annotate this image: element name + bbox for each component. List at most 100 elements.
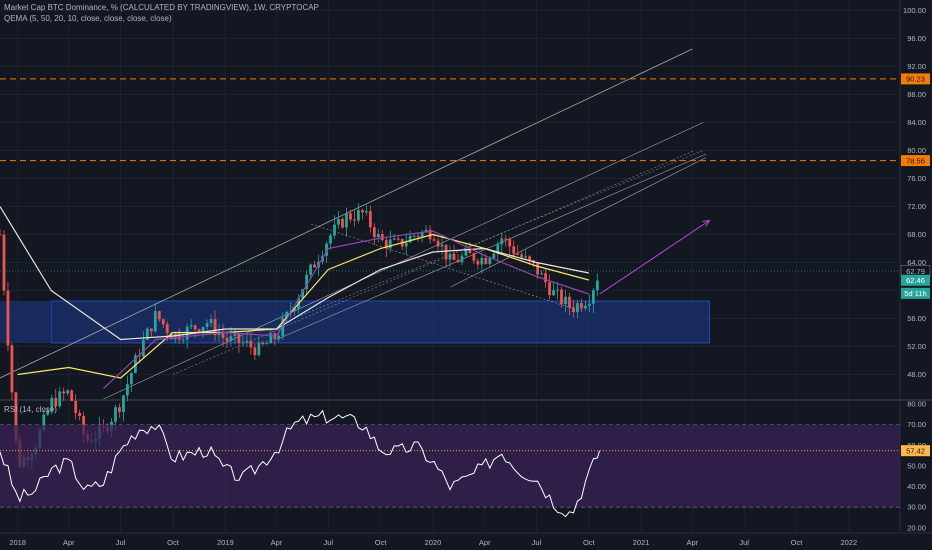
candle-body bbox=[587, 303, 591, 306]
time-tick-label: 2020 bbox=[425, 538, 442, 547]
candle-body bbox=[245, 340, 249, 343]
candle-body bbox=[2, 234, 6, 291]
candle-body bbox=[484, 257, 488, 264]
candle-body bbox=[456, 259, 460, 263]
channel-line bbox=[293, 150, 704, 319]
rsi-tick-label: 40.00 bbox=[907, 482, 926, 491]
candle-body bbox=[384, 240, 388, 249]
candle-body bbox=[572, 307, 575, 313]
candle-body bbox=[568, 296, 571, 308]
candle-body bbox=[269, 333, 273, 344]
price-tag-qema bbox=[901, 274, 930, 286]
price-tag-label: 78.56 bbox=[906, 156, 925, 165]
candle-body bbox=[249, 340, 253, 348]
candle-body bbox=[353, 219, 356, 221]
price-tick-label: 52.00 bbox=[907, 342, 926, 351]
candle-body bbox=[46, 410, 50, 415]
candle-body bbox=[360, 210, 364, 213]
price-tick-label: 92.00 bbox=[907, 62, 926, 71]
candle-body bbox=[62, 391, 66, 394]
candle-body bbox=[368, 211, 372, 228]
price-tick-label: 80.00 bbox=[907, 146, 926, 155]
candle-body bbox=[468, 249, 472, 254]
candle-body bbox=[149, 328, 153, 332]
candle-body bbox=[54, 397, 58, 407]
price-tick-label: 72.00 bbox=[907, 202, 926, 211]
candle-body bbox=[70, 390, 74, 401]
candle-body bbox=[281, 318, 285, 336]
rsi-last-label: 57.42 bbox=[906, 446, 925, 455]
candle-body bbox=[329, 235, 332, 244]
price-tick-label: 68.00 bbox=[907, 230, 926, 239]
time-tick-label: Apr bbox=[271, 538, 283, 547]
candle-body bbox=[464, 249, 468, 256]
demand-zone-rect bbox=[50, 300, 710, 344]
candle-body bbox=[440, 244, 444, 247]
candle-body bbox=[341, 218, 344, 228]
candle-body bbox=[205, 323, 209, 327]
candle-body bbox=[145, 328, 149, 340]
rsi-tick-label: 30.00 bbox=[907, 503, 926, 512]
candle-body bbox=[157, 311, 161, 320]
candle-body bbox=[528, 256, 532, 261]
candle-body bbox=[512, 246, 516, 254]
time-tick-label: Jul bbox=[532, 538, 542, 547]
candle-body bbox=[209, 319, 213, 324]
channel-line bbox=[103, 122, 704, 400]
candle-body bbox=[595, 280, 599, 291]
axes: 100.00 96.00 92.00 88.00 84.00 80.00 76.00 72.0… bbox=[9, 6, 926, 547]
candle-body bbox=[424, 229, 428, 233]
price-tag-level bbox=[901, 155, 930, 167]
candle-body bbox=[141, 339, 145, 357]
projection-arrow bbox=[599, 219, 711, 295]
time-tick-label: 2018 bbox=[9, 538, 26, 547]
candle-body bbox=[78, 412, 82, 417]
candle-body bbox=[480, 257, 484, 265]
price-tick-label: 84.00 bbox=[907, 118, 926, 127]
candle-body bbox=[181, 339, 185, 341]
candle-body bbox=[548, 282, 551, 296]
rsi-band bbox=[0, 424, 900, 508]
horizontal-levels bbox=[0, 78, 900, 272]
rsi-tick-label: 70.00 bbox=[907, 420, 926, 429]
price-tick-label: 56.00 bbox=[907, 314, 926, 323]
price-tick-label: 48.00 bbox=[907, 370, 926, 379]
candle-body bbox=[584, 305, 587, 309]
candle-body bbox=[496, 244, 500, 254]
candle-body bbox=[444, 244, 448, 260]
candle-body bbox=[536, 263, 540, 275]
candle-body bbox=[357, 210, 360, 221]
candle-body bbox=[285, 312, 289, 319]
time-tick-label: 2019 bbox=[217, 538, 234, 547]
candle-body bbox=[261, 342, 265, 345]
candle-body bbox=[560, 289, 563, 305]
candle-body bbox=[396, 238, 400, 240]
pane-separator bbox=[0, 399, 932, 401]
rsi-tick-label: 20.00 bbox=[907, 523, 926, 532]
time-tick-label: 2021 bbox=[633, 538, 650, 547]
time-tick-label: Apr bbox=[63, 538, 75, 547]
candle-body bbox=[552, 290, 555, 296]
candle-body bbox=[372, 227, 376, 238]
candle-body bbox=[408, 235, 412, 243]
candle-body bbox=[428, 229, 432, 240]
candle-body bbox=[177, 333, 181, 340]
candle-body bbox=[193, 325, 197, 330]
candle-body bbox=[277, 335, 281, 340]
candle-body bbox=[217, 333, 221, 336]
candle-body bbox=[257, 342, 261, 356]
candle-body bbox=[213, 319, 217, 336]
time-tick-label: Apr bbox=[479, 538, 491, 547]
rsi-tick-label: 50.00 bbox=[907, 461, 926, 470]
candle-body bbox=[420, 232, 424, 237]
candle-body bbox=[137, 355, 141, 357]
demand-zone bbox=[0, 300, 710, 344]
candle-body bbox=[241, 342, 245, 344]
time-tick-label: Oct bbox=[583, 538, 596, 547]
candle-body bbox=[448, 253, 452, 260]
candle-body bbox=[432, 239, 436, 241]
price-tick-label: 96.00 bbox=[907, 34, 926, 43]
arrow-line bbox=[599, 220, 710, 295]
